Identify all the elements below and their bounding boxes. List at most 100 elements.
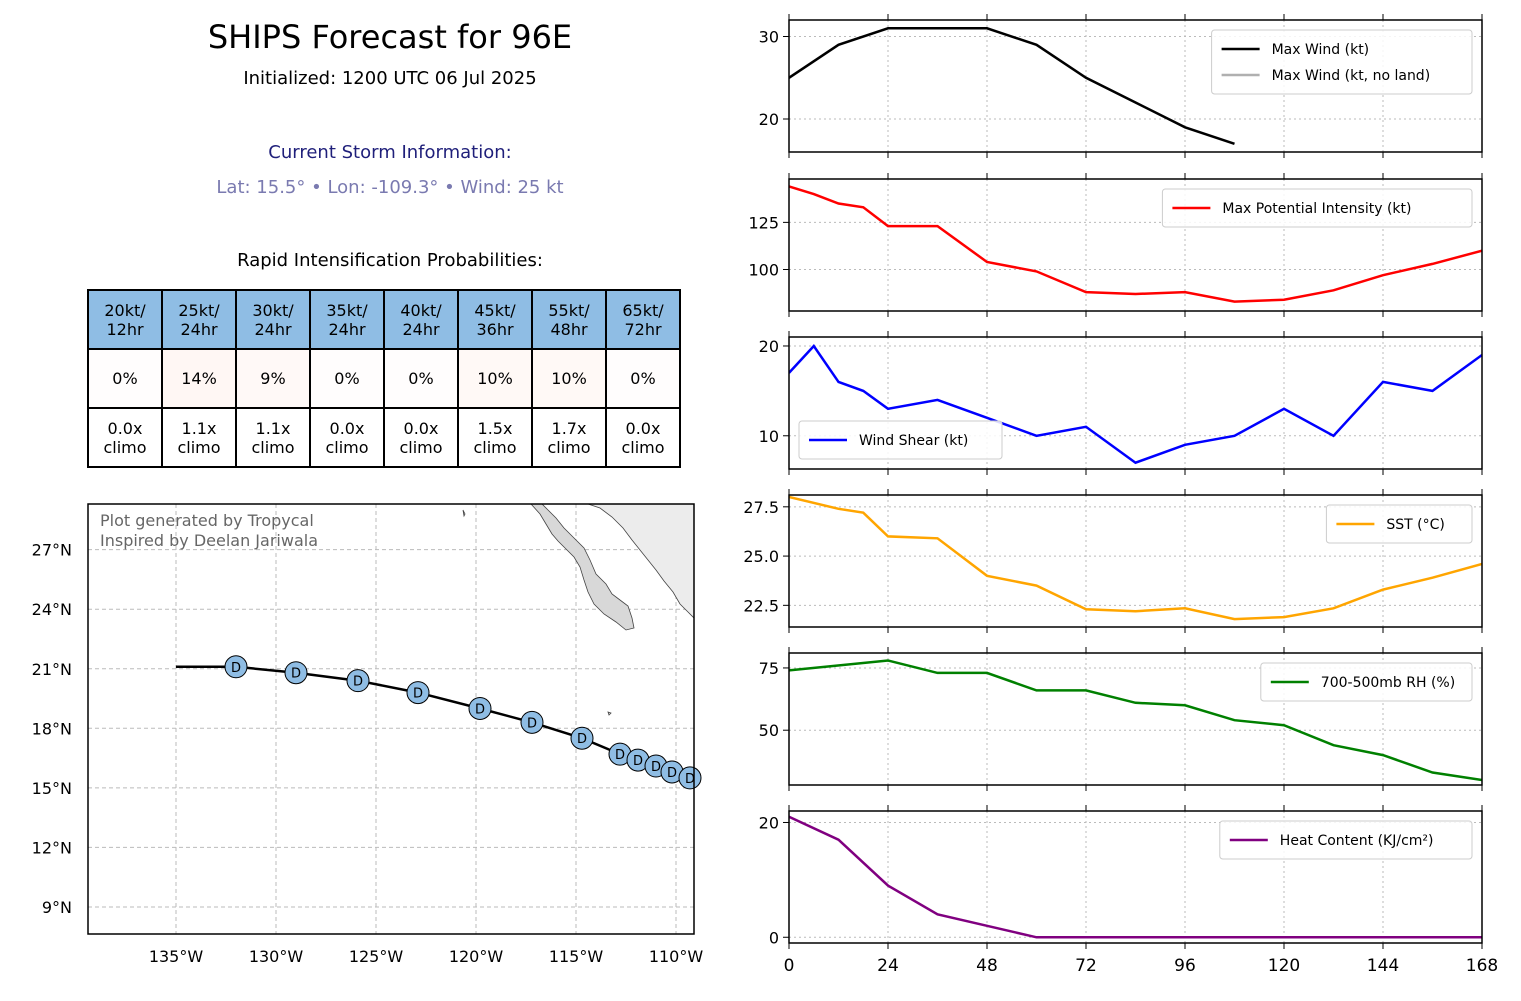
track-point-label: D	[685, 772, 695, 787]
legend-rh: 700-500mb RH (%)	[1260, 662, 1473, 702]
series-line-mpi	[789, 185, 1482, 303]
series-group	[789, 815, 1482, 939]
ri-climo-label: climo	[621, 437, 665, 457]
panel-frame	[788, 19, 1483, 153]
track-point-marker	[224, 655, 248, 679]
series-line-ohc	[789, 815, 1482, 939]
lat-tick-label: 24°N	[32, 600, 72, 619]
lat-tick-label: 18°N	[32, 719, 72, 738]
ri-climo-cell: 1.5x climo	[457, 407, 533, 468]
series-line-shear	[789, 344, 1482, 465]
ri-climo-value: 1.1x	[255, 418, 291, 438]
lon-tick-label: 130°W	[249, 947, 304, 966]
ri-climo-value: 0.0x	[107, 418, 143, 438]
ri-climo-cell: 0.0x climo	[309, 407, 385, 468]
ri-header-line: 48hr	[550, 319, 588, 339]
ri-header-line: 45kt/	[474, 300, 516, 320]
track-point-label: D	[577, 732, 587, 747]
page-title: SHIPS Forecast for 96E	[207, 18, 573, 56]
y-tick-label: 50	[759, 721, 779, 740]
track-point-label: D	[231, 661, 241, 676]
ri-header-cell: 35kt/24hr	[309, 289, 385, 350]
series-group	[789, 495, 1482, 621]
ri-climo-label: climo	[547, 437, 591, 457]
legend-box	[1211, 29, 1473, 95]
legend-label: Max Potential Intensity (kt)	[1222, 201, 1411, 217]
ri-header-line: 30kt/	[252, 300, 294, 320]
legend-box	[1260, 662, 1473, 702]
legend-box	[1325, 504, 1473, 544]
track-point-marker	[346, 669, 370, 693]
track-point-marker	[570, 726, 594, 750]
ri-title: Rapid Intensification Probabilities:	[237, 250, 543, 271]
legend-label: 700-500mb RH (%)	[1321, 675, 1455, 691]
ri-header-cell: 55kt/48hr	[531, 289, 607, 350]
y-tick-label: 30	[759, 28, 779, 47]
x-tick-label: 144	[1367, 956, 1399, 976]
legend-box	[1161, 188, 1473, 228]
y-tick-label: 75	[759, 659, 779, 678]
series-group	[789, 344, 1482, 465]
lon-tick-label: 115°W	[549, 947, 604, 966]
x-tick-label: 120	[1268, 956, 1300, 976]
track-point-marker	[406, 681, 430, 705]
track-point-label: D	[475, 702, 485, 717]
lon-tick-label: 125°W	[349, 947, 404, 966]
ri-climo-label: climo	[399, 437, 443, 457]
ri-probability-cell: 0%	[383, 348, 459, 409]
legend-mpi: Max Potential Intensity (kt)	[1161, 188, 1473, 228]
map-tick-labels: 27°N 24°N 21°N 18°N 15°N 12°N 9°N 135°W 130°W 125…	[32, 541, 704, 966]
x-tick-label: 24	[877, 956, 899, 976]
lon-tick-label: 135°W	[149, 947, 204, 966]
ri-climo-cell: 1.1x climo	[235, 407, 311, 468]
ri-climo-label: climo	[103, 437, 147, 457]
ri-climo-label: climo	[251, 437, 295, 457]
series-group	[789, 659, 1482, 782]
panel-wind: 20 30 Max Wind (kt) Max Wind (kt, no land)	[759, 14, 1483, 158]
legend-shear: Wind Shear (kt)	[798, 420, 1003, 460]
ri-header-cell: 40kt/24hr	[383, 289, 459, 350]
legend-label: Max Wind (kt)	[1272, 42, 1370, 58]
ri-header-line: 12hr	[106, 319, 144, 339]
ri-climo-value: 0.0x	[403, 418, 439, 438]
track-point-marker	[520, 710, 544, 734]
storm-info-line: Lat: 15.5° • Lon: -109.3° • Wind: 25 kt	[216, 177, 564, 198]
ri-climo-cell: 0.0x climo	[605, 407, 681, 468]
y-tick-label: 27.5	[743, 498, 779, 517]
lat-tick-label: 21°N	[32, 660, 72, 679]
ri-header-line: 72hr	[624, 319, 662, 339]
ri-header-line: 24hr	[402, 319, 440, 339]
map-frame	[87, 503, 695, 935]
ri-probability-cell: 0%	[605, 348, 681, 409]
lat-tick-label: 9°N	[42, 898, 72, 917]
ri-header-cell: 20kt/12hr	[87, 289, 163, 350]
lon-tick-label: 110°W	[649, 947, 704, 966]
ri-climo-row: 0.0x climo 1.1x climo 1.1x climo 0.0x climo …	[87, 407, 681, 468]
legend-label: Heat Content (KJ/cm²)	[1280, 833, 1434, 849]
track-point-label: D	[527, 716, 537, 731]
panel-ohc: 0 20 Heat Content (KJ/cm²) 0 24 48 72 96 120 144 1…	[759, 805, 1498, 976]
legend-ohc: Heat Content (KJ/cm²)	[1219, 820, 1473, 860]
y-tick-label: 22.5	[743, 596, 779, 615]
ri-probability-cell: 0%	[309, 348, 385, 409]
ri-header-cell: 25kt/24hr	[161, 289, 237, 350]
lat-tick-label: 15°N	[32, 779, 72, 798]
panel-sst: 22.5 25.0 27.5 SST (°C)	[743, 489, 1483, 633]
lat-tick-label: 27°N	[32, 541, 72, 560]
ri-header-row: 20kt/12hr 25kt/24hr 30kt/24hr 35kt/24hr …	[87, 289, 681, 350]
legend-label: Wind Shear (kt)	[859, 433, 968, 449]
ri-header-cell: 30kt/24hr	[235, 289, 311, 350]
panel-shear: 10 20 Wind Shear (kt)	[759, 331, 1483, 475]
track-point-label: D	[291, 667, 301, 682]
x-tick-label: 48	[976, 956, 998, 976]
track-point-label: D	[651, 760, 661, 775]
ri-header-line: 55kt/	[548, 300, 590, 320]
y-tick-label: 20	[759, 337, 779, 356]
init-time: Initialized: 1200 UTC 06 Jul 2025	[243, 68, 537, 89]
legend-box	[1219, 820, 1473, 860]
track-map: Plot generated by Tropycal Inspired by D…	[32, 503, 704, 966]
series-group	[789, 185, 1482, 303]
series-line-wind	[789, 27, 1235, 145]
ri-header-line: 24hr	[180, 319, 218, 339]
